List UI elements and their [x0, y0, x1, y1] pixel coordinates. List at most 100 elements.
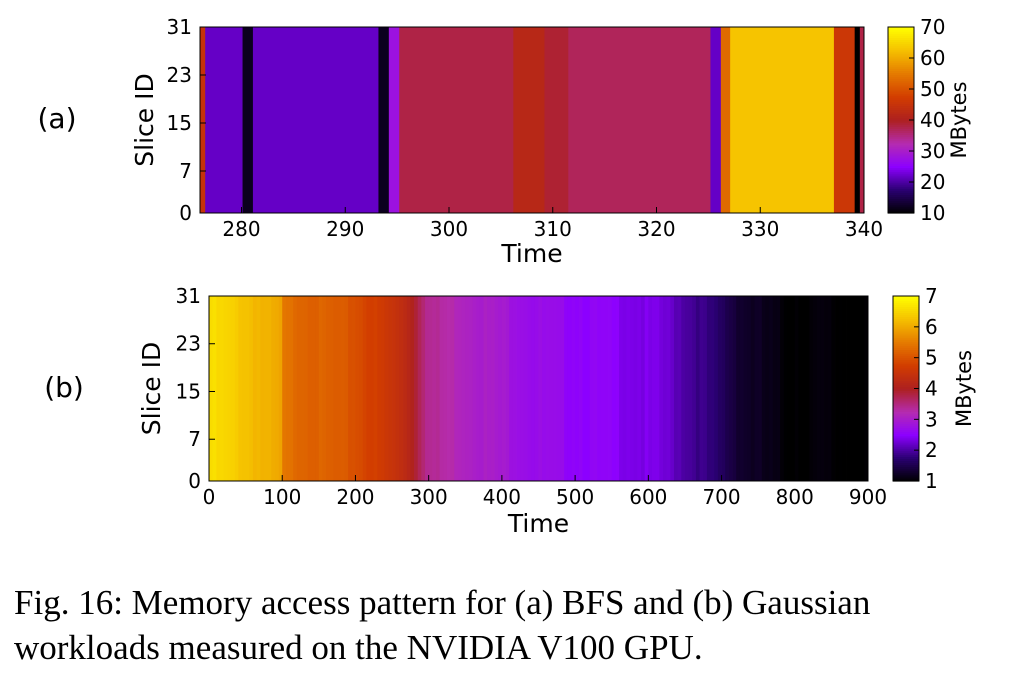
heatmap-cell — [399, 27, 514, 213]
heatmap-cell — [684, 296, 690, 481]
colorbar-cell — [893, 413, 919, 416]
colorbar-cell — [893, 333, 919, 336]
colorbar-cell — [888, 198, 914, 202]
colorbar-cell — [888, 80, 914, 84]
colorbar-cell — [893, 308, 919, 311]
colorbar-cell — [888, 39, 914, 43]
heatmap-cell — [446, 296, 452, 481]
colorbar-cell — [893, 433, 919, 437]
heatmap-cell — [384, 296, 389, 481]
colorbar-cell — [888, 49, 914, 53]
heatmap-cell — [655, 296, 660, 481]
colorbar-cell — [888, 66, 914, 69]
heatmap-cell — [249, 296, 254, 481]
colorbar-cell — [893, 441, 919, 445]
heatmap-cell — [205, 27, 243, 213]
heatmap-cell — [348, 296, 353, 481]
heatmap-cell — [443, 296, 448, 481]
colorbar-cell — [888, 161, 914, 164]
colorbar-cell — [888, 138, 914, 142]
heatmap-cell — [344, 296, 349, 481]
colorbar-cell — [888, 122, 914, 125]
heatmap-cell — [333, 296, 338, 481]
x-tick-label: 300 — [430, 217, 468, 241]
heatmap-cell — [494, 296, 499, 481]
colorbar-cell — [888, 111, 914, 115]
heatmap-cell — [677, 296, 682, 481]
heatmap-cell — [414, 296, 419, 481]
heatmap-cell — [340, 296, 345, 481]
colorbar-cell — [893, 310, 919, 314]
y-tick-label: 23 — [167, 63, 192, 87]
colorbar-cell — [888, 186, 914, 189]
colorbar-cell — [888, 37, 914, 40]
heatmap-cell — [278, 296, 283, 481]
heatmap-cell — [604, 296, 609, 481]
heatmap-cell — [765, 296, 770, 481]
y-tick-label: 0 — [179, 201, 192, 225]
heatmap-cell — [641, 296, 646, 481]
heatmap-cell — [857, 296, 862, 481]
heatmap-cell — [267, 296, 272, 481]
colorbar-cell — [893, 337, 919, 340]
colorbar-cell — [893, 437, 919, 441]
colorbar-cell — [893, 476, 919, 480]
heatmap-cell — [516, 296, 521, 481]
x-tick-label: 280 — [222, 217, 260, 241]
heatmap-cell — [556, 296, 561, 481]
colorbar-cell — [888, 105, 914, 109]
heatmap-cell — [582, 296, 587, 481]
x-axis-title: Time — [507, 509, 569, 538]
heatmap-cell — [209, 296, 214, 481]
colorbar-tick-label: 20 — [920, 170, 945, 194]
y-axis-title: Slice ID — [130, 73, 159, 166]
colorbar-cell — [893, 474, 919, 478]
y-tick-label: 23 — [176, 332, 201, 356]
heatmap-cell — [842, 296, 847, 481]
colorbar-cell — [893, 421, 919, 425]
heatmap-cell — [509, 296, 514, 481]
colorbar-tick-label: 60 — [920, 46, 945, 70]
heatmap-cell — [468, 296, 473, 481]
x-tick-label: 700 — [702, 485, 740, 509]
heatmap-cell — [710, 296, 715, 481]
colorbar-tick-label: 50 — [920, 77, 945, 101]
heatmap-cell — [802, 296, 807, 481]
colorbar-cell — [888, 188, 914, 191]
heatmap-cell — [666, 296, 671, 481]
heatmap-cell — [622, 296, 627, 481]
heatmap-cell — [593, 296, 598, 481]
colorbar-cell — [893, 429, 919, 433]
colorbar-cell — [888, 151, 914, 154]
heatmap-cell — [322, 296, 327, 481]
colorbar-cell — [893, 349, 919, 353]
colorbar-cell — [893, 427, 919, 431]
colorbar-cell — [893, 335, 919, 338]
heatmap-panel-a: 280 290 300 310 320 330 340 0 7 15 23 31 Time Slice I… — [37, 15, 971, 268]
heatmap-cell — [838, 296, 843, 481]
heatmap-cell — [761, 296, 766, 481]
colorbar-cell — [893, 415, 919, 418]
colorbar-cell — [888, 35, 914, 38]
colorbar-cell — [888, 177, 914, 181]
colorbar-tick-label: 2 — [925, 438, 938, 462]
heatmap-cell — [439, 296, 444, 481]
colorbar-cell — [893, 326, 919, 330]
x-tick-label: 320 — [637, 217, 675, 241]
colorbar-cell — [888, 76, 914, 80]
heatmap-cell — [315, 296, 320, 481]
heatmap-cell — [531, 296, 536, 481]
heatmap-cell — [637, 296, 642, 481]
colorbar-cell — [893, 456, 919, 459]
colorbar-cell — [888, 84, 914, 88]
colorbar-cell — [888, 171, 914, 175]
heatmap-cell — [725, 296, 730, 481]
heatmap-cell — [501, 296, 506, 481]
heatmap-cell — [706, 296, 711, 481]
heatmap-cell — [406, 296, 411, 481]
heatmap-cell — [366, 296, 371, 481]
colorbar-cell — [888, 51, 914, 55]
heatmap-cell — [864, 296, 869, 481]
heatmap-cell — [377, 296, 382, 481]
heatmap-cell — [403, 296, 408, 481]
